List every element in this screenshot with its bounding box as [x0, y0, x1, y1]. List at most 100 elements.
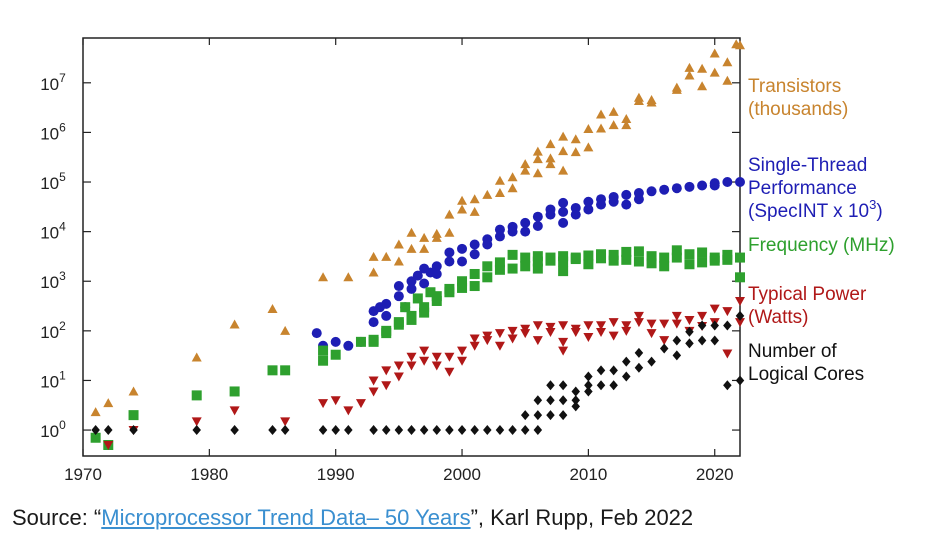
transistors-point [545, 153, 556, 163]
cores-point [91, 425, 100, 436]
frequency-point [621, 254, 632, 265]
power-point [558, 337, 569, 347]
transistors-point [608, 106, 619, 116]
cores-point [520, 425, 530, 436]
frequency-point [419, 302, 430, 313]
legend: Transistors(thousands) Single-ThreadPerfo… [748, 76, 895, 385]
frequency-point [406, 314, 417, 325]
cores-point [546, 380, 555, 391]
single-thread-point [583, 196, 594, 207]
y-tick-label: 106 [40, 120, 66, 143]
x-tick-label: 1970 [64, 465, 102, 484]
transistors-point [558, 165, 569, 175]
data-points [90, 39, 745, 450]
cores-point [735, 310, 745, 321]
cores-point [596, 380, 606, 391]
cores-point [268, 425, 277, 436]
power-point [596, 327, 607, 337]
power-point [393, 372, 404, 382]
cores-point [432, 425, 442, 436]
power-point [709, 304, 720, 314]
power-point [520, 329, 531, 339]
transistors-point [532, 154, 543, 164]
frequency-point [318, 355, 329, 366]
single-thread-point [558, 206, 569, 217]
power-point [596, 321, 607, 331]
power-point [532, 321, 543, 331]
cores-point [192, 425, 201, 436]
power-point [368, 376, 379, 386]
cores-point [634, 347, 644, 358]
cores-point [723, 320, 732, 331]
frequency-point [722, 254, 733, 265]
cores-point [419, 425, 429, 436]
transistors-point [621, 120, 632, 130]
cores-point [596, 365, 606, 376]
power-point [406, 352, 417, 362]
cores-point [710, 335, 719, 346]
power-point [545, 327, 556, 337]
cores-point [647, 356, 656, 367]
legend-label-power: Typical Power [748, 284, 867, 305]
transistors-point [280, 325, 291, 335]
frequency-point [570, 254, 581, 265]
transistors-point [128, 386, 139, 396]
single-thread-point [393, 291, 404, 302]
cores-point [571, 386, 580, 397]
power-point [633, 318, 644, 328]
transistors-point [431, 232, 442, 242]
transistors-point [735, 40, 745, 50]
single-thread-point [596, 194, 607, 205]
cores-point [381, 425, 391, 436]
legend-label-transistors: (thousands) [748, 99, 848, 120]
x-axis: 1970 1980 1990 2000 2010 2020 [64, 38, 734, 484]
legend-label-single-thread: Performance [748, 178, 857, 199]
transistors-point [697, 63, 708, 73]
transistors-point [520, 165, 531, 175]
transistors-point [457, 204, 468, 214]
single-thread-point [520, 226, 531, 237]
x-tick-label: 1990 [317, 465, 355, 484]
transistors-point [406, 227, 417, 237]
frequency-point [596, 253, 607, 264]
transistors-point [608, 120, 619, 130]
transistors-point [482, 189, 493, 199]
transistors-point [621, 114, 632, 124]
power-point [583, 321, 594, 331]
cores-point [533, 425, 543, 436]
cores-point [546, 395, 555, 406]
power-point [633, 311, 644, 321]
power-point [431, 352, 442, 362]
cores-point [558, 410, 568, 421]
single-thread-point [482, 239, 493, 250]
transistors-point [596, 109, 607, 119]
power-point [457, 346, 468, 356]
cores-point [672, 335, 682, 346]
single-thread-point [532, 220, 543, 231]
single-thread-point [545, 204, 556, 215]
transistors-point [103, 398, 114, 408]
frequency-point [457, 276, 468, 287]
cores-point [533, 395, 543, 406]
single-thread-point [381, 310, 392, 321]
power-point [646, 329, 657, 339]
legend-label-cores: Logical Cores [748, 364, 864, 385]
frequency-point [646, 258, 657, 269]
frequency-point [646, 251, 657, 262]
frequency-point [659, 261, 670, 272]
power-point [457, 356, 468, 366]
power-point [507, 334, 518, 344]
transistors-point [583, 124, 594, 134]
frequency-point [633, 256, 644, 267]
single-thread-point [457, 256, 468, 267]
frequency-point [558, 251, 569, 262]
source-link[interactable]: Microprocessor Trend Data– 50 Years [101, 505, 471, 530]
cores-point [546, 410, 555, 421]
transistors-point [381, 251, 392, 261]
single-thread-point [558, 217, 569, 228]
single-thread-point [621, 199, 632, 210]
series-single-thread [311, 177, 745, 351]
cores-point [584, 371, 593, 382]
single-thread-point [444, 247, 455, 258]
